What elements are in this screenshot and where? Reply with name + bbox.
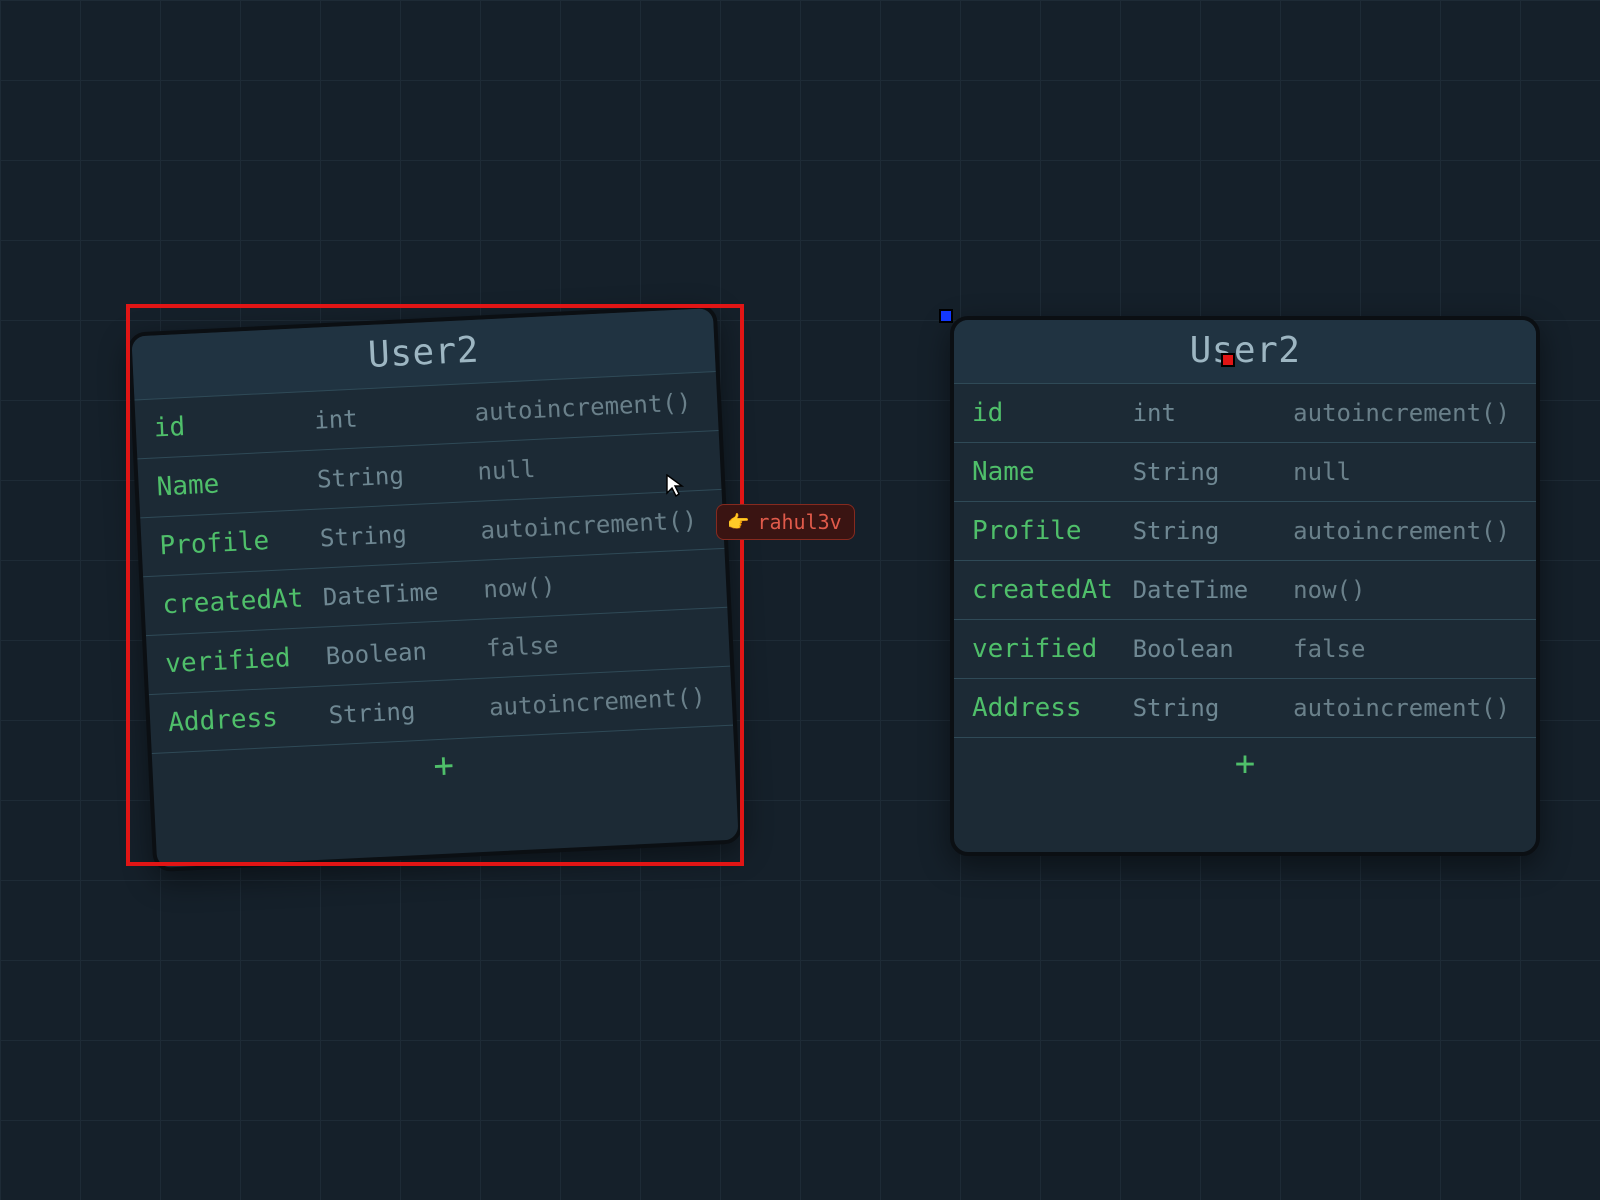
field-default: null bbox=[1293, 458, 1518, 486]
field-type: String bbox=[316, 458, 478, 494]
field-default: autoincrement() bbox=[480, 506, 706, 545]
schema-field-row[interactable]: AddressStringautoincrement() bbox=[954, 679, 1536, 738]
field-default: autoincrement() bbox=[474, 388, 700, 427]
field-default: autoincrement() bbox=[1293, 694, 1518, 722]
field-default: autoincrement() bbox=[1293, 517, 1518, 545]
field-name: Profile bbox=[972, 516, 1133, 546]
schema-field-row[interactable]: idintautoincrement() bbox=[954, 384, 1536, 443]
field-type: String bbox=[328, 694, 490, 730]
field-type: Boolean bbox=[1133, 635, 1294, 663]
field-default: autoincrement() bbox=[1293, 399, 1518, 427]
field-default: now() bbox=[1293, 576, 1518, 604]
field-type: String bbox=[319, 517, 481, 553]
field-type: String bbox=[1133, 458, 1294, 486]
field-name: Name bbox=[972, 457, 1133, 487]
field-type: int bbox=[314, 399, 476, 435]
field-name: createdAt bbox=[162, 583, 324, 621]
selection-handle[interactable] bbox=[1221, 353, 1235, 367]
field-name: Address bbox=[168, 700, 330, 738]
field-default: now() bbox=[483, 565, 709, 604]
pointing-hand-icon: 👉 bbox=[727, 512, 749, 533]
field-name: id bbox=[153, 406, 315, 444]
presence-badge: 👉 rahul3v bbox=[716, 504, 855, 540]
field-name: createdAt bbox=[972, 575, 1133, 605]
diagram-canvas[interactable]: User2idintautoincrement()NameStringnullP… bbox=[0, 0, 1600, 1200]
schema-field-row[interactable]: NameStringnull bbox=[954, 443, 1536, 502]
field-name: Address bbox=[972, 693, 1133, 723]
field-name: Profile bbox=[159, 524, 321, 562]
field-name: verified bbox=[972, 634, 1133, 664]
field-type: DateTime bbox=[1133, 576, 1294, 604]
field-type: Boolean bbox=[325, 635, 487, 671]
field-type: String bbox=[1133, 517, 1294, 545]
selection-handle[interactable] bbox=[939, 309, 953, 323]
field-default: autoincrement() bbox=[488, 683, 714, 722]
field-name: verified bbox=[165, 641, 327, 679]
field-default: false bbox=[1293, 635, 1518, 663]
field-type: DateTime bbox=[322, 576, 484, 612]
schema-card-title[interactable]: User2 bbox=[954, 320, 1536, 384]
schema-card-left[interactable]: User2idintautoincrement()NameStringnullP… bbox=[127, 304, 743, 872]
field-default: null bbox=[477, 447, 703, 486]
schema-field-row[interactable]: verifiedBooleanfalse bbox=[954, 620, 1536, 679]
field-type: int bbox=[1133, 399, 1294, 427]
add-field-button[interactable]: + bbox=[954, 738, 1536, 794]
schema-card-right[interactable]: User2idintautoincrement()NameStringnullP… bbox=[950, 316, 1540, 856]
field-name: id bbox=[972, 398, 1133, 428]
field-name: Name bbox=[156, 465, 318, 503]
field-default: false bbox=[486, 624, 712, 663]
schema-field-row[interactable]: ProfileStringautoincrement() bbox=[954, 502, 1536, 561]
schema-field-row[interactable]: createdAtDateTimenow() bbox=[954, 561, 1536, 620]
field-type: String bbox=[1133, 694, 1294, 722]
presence-username: rahul3v bbox=[757, 510, 841, 534]
